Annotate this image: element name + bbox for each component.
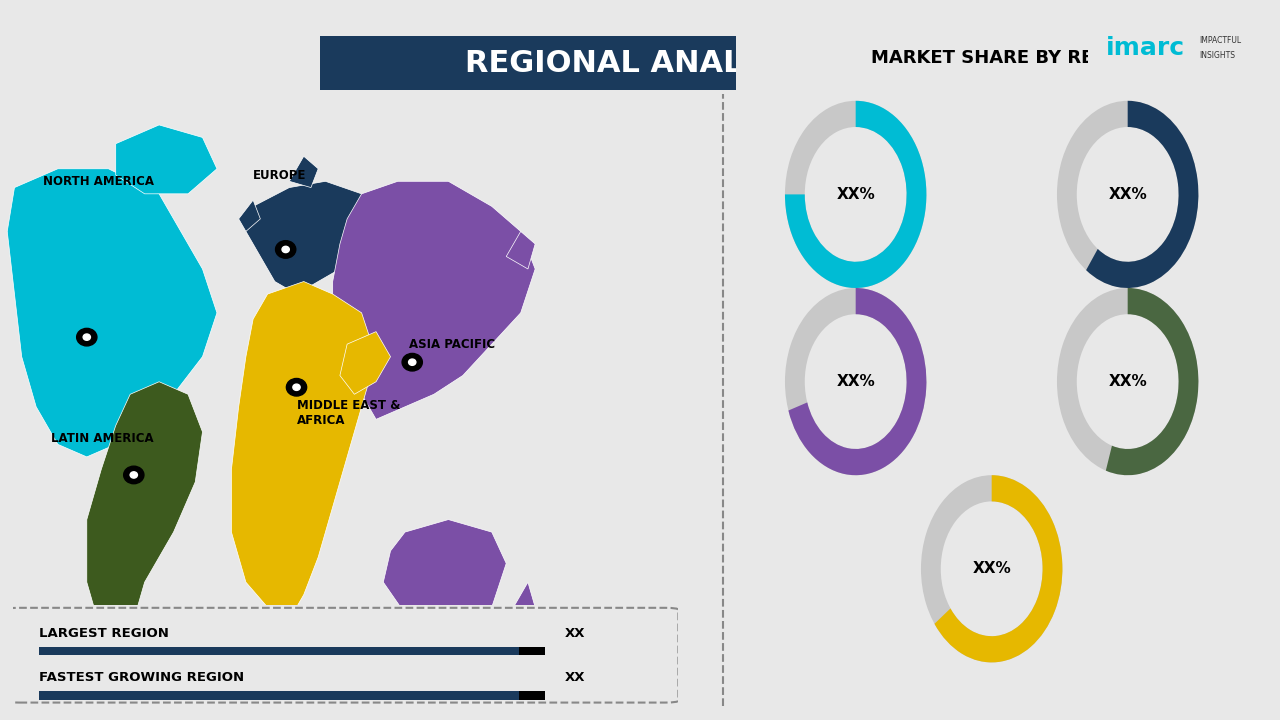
Wedge shape	[1087, 101, 1198, 288]
Circle shape	[282, 246, 289, 253]
Text: EUROPE: EUROPE	[253, 168, 306, 181]
Polygon shape	[81, 337, 93, 344]
Polygon shape	[289, 156, 319, 188]
Polygon shape	[513, 582, 535, 620]
Text: INSIGHTS: INSIGHTS	[1199, 50, 1235, 60]
Polygon shape	[87, 382, 202, 657]
Text: MARKET SHARE BY REGION: MARKET SHARE BY REGION	[870, 49, 1146, 67]
Polygon shape	[291, 387, 302, 395]
Circle shape	[131, 472, 137, 478]
Text: XX%: XX%	[973, 562, 1011, 576]
Text: XX: XX	[566, 626, 586, 639]
Circle shape	[293, 384, 300, 390]
FancyBboxPatch shape	[40, 647, 518, 655]
Text: ASIA PACIFIC: ASIA PACIFIC	[408, 338, 495, 351]
Wedge shape	[785, 101, 927, 288]
Text: IMPACTFUL: IMPACTFUL	[1199, 35, 1242, 45]
Wedge shape	[1057, 288, 1198, 475]
Polygon shape	[333, 181, 535, 419]
Circle shape	[83, 334, 91, 341]
Polygon shape	[383, 520, 506, 626]
Polygon shape	[340, 332, 390, 395]
Polygon shape	[128, 475, 140, 482]
Polygon shape	[8, 168, 216, 457]
FancyBboxPatch shape	[40, 691, 518, 700]
Text: XX%: XX%	[836, 187, 876, 202]
Text: REGIONAL ANALYSIS: REGIONAL ANALYSIS	[465, 48, 815, 78]
Text: FASTEST GROWING REGION: FASTEST GROWING REGION	[40, 671, 244, 684]
Circle shape	[402, 354, 422, 371]
Circle shape	[77, 328, 97, 346]
Polygon shape	[238, 200, 260, 231]
Text: XX%: XX%	[1108, 374, 1147, 389]
Text: imarc: imarc	[1106, 35, 1185, 60]
Wedge shape	[934, 475, 1062, 662]
FancyBboxPatch shape	[518, 691, 545, 700]
Circle shape	[275, 240, 296, 258]
Wedge shape	[1106, 288, 1198, 475]
Polygon shape	[232, 282, 376, 620]
Circle shape	[408, 359, 416, 365]
Text: XX: XX	[566, 671, 586, 684]
Text: LATIN AMERICA: LATIN AMERICA	[51, 431, 154, 445]
Circle shape	[287, 379, 307, 396]
Wedge shape	[788, 288, 927, 475]
Wedge shape	[922, 475, 1062, 662]
Polygon shape	[506, 231, 535, 269]
Wedge shape	[1057, 101, 1198, 288]
Polygon shape	[246, 181, 376, 294]
Text: XX%: XX%	[1108, 187, 1147, 202]
Text: NORTH AMERICA: NORTH AMERICA	[44, 175, 155, 188]
Text: LARGEST REGION: LARGEST REGION	[40, 626, 169, 639]
Wedge shape	[785, 101, 927, 288]
Polygon shape	[406, 362, 419, 369]
Text: MIDDLE EAST &
AFRICA: MIDDLE EAST & AFRICA	[297, 399, 399, 427]
Text: XX%: XX%	[836, 374, 876, 389]
Polygon shape	[279, 249, 292, 256]
Circle shape	[124, 466, 143, 484]
Polygon shape	[115, 125, 216, 194]
Wedge shape	[785, 288, 927, 475]
FancyBboxPatch shape	[518, 647, 545, 655]
